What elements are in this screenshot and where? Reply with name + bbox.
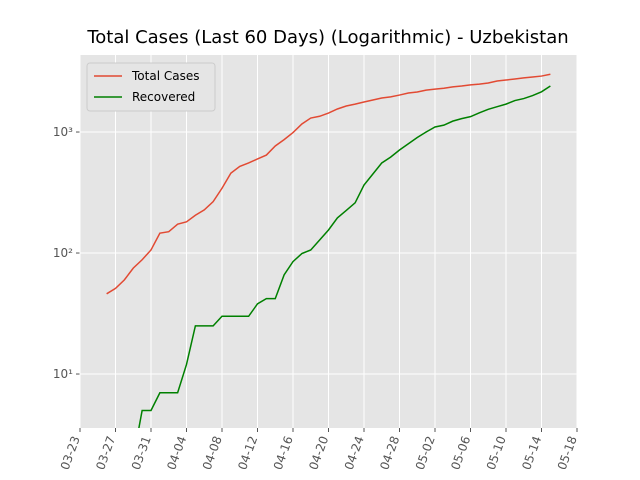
legend-label: Recovered [132, 90, 195, 104]
x-tick-label: 03-31 [129, 434, 154, 472]
x-tick-label: 05-10 [484, 434, 509, 472]
x-tick-label: 04-08 [200, 434, 225, 472]
y-tick-label: 10¹ [53, 367, 73, 381]
x-tick-label: 05-14 [519, 434, 544, 472]
x-tick-label: 03-23 [58, 434, 83, 472]
x-tick-label: 03-27 [93, 434, 118, 472]
x-tick-label: 04-20 [306, 434, 331, 472]
x-tick-label: 04-28 [377, 434, 402, 472]
series-line [138, 85, 551, 428]
y-tick-label: 10³ [53, 125, 73, 139]
legend-label: Total Cases [131, 69, 199, 83]
x-tick-label: 04-12 [235, 434, 260, 472]
series-group [106, 73, 551, 428]
chart-title: Total Cases (Last 60 Days) (Logarithmic)… [86, 27, 568, 48]
x-tick-label: 05-18 [555, 434, 580, 472]
x-tick-label: 05-06 [448, 434, 473, 472]
series-line [106, 73, 551, 295]
legend-box [86, 62, 216, 112]
x-tick-label: 05-02 [413, 434, 438, 472]
x-tick-label: 04-04 [164, 434, 189, 472]
x-tick-label: 04-16 [271, 434, 296, 472]
x-tick-label: 04-24 [342, 434, 367, 472]
y-tick-label: 10² [53, 246, 73, 260]
